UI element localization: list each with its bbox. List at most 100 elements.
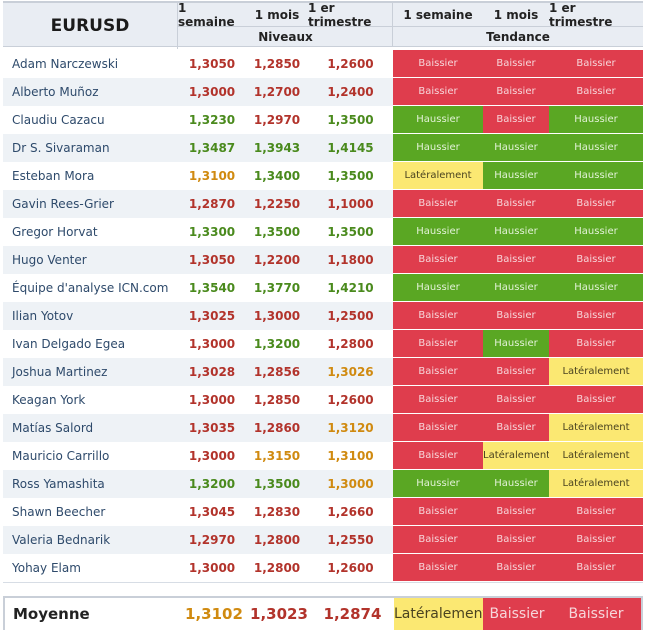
- level-week: 1,3045: [188, 505, 236, 519]
- analyst-name: Adam Narczewski: [12, 57, 119, 71]
- level-week: 1,3025: [188, 309, 236, 323]
- trend-month: Baissier: [483, 78, 549, 105]
- levels-group-label: Niveaux: [258, 30, 313, 44]
- analyst-name: Esteban Mora: [12, 169, 95, 183]
- row-background: [3, 134, 393, 162]
- trend-week: Baissier: [393, 526, 483, 553]
- row-background: [3, 78, 393, 106]
- level-week: 1,2970: [188, 533, 236, 547]
- trend-week: Baissier: [393, 498, 483, 525]
- level-month: 1,2800: [253, 533, 301, 547]
- table-row: Mauricio Carrillo 1,3000 1,3150 1,3100 Baiss…: [3, 442, 643, 470]
- trend-month: Baissier: [483, 498, 549, 525]
- table-row: Dr S. Sivaraman 1,3487 1,3943 1,4145 Haussie…: [3, 134, 643, 162]
- forecast-rows: Adam Narczewski 1,3050 1,2850 1,2600 Baissie…: [3, 50, 643, 582]
- trend-month: Baissier: [483, 526, 549, 553]
- analyst-name: Ross Yamashita: [12, 477, 105, 491]
- trend-quarter: Baissier: [549, 190, 643, 217]
- col-trend-week: 1 semaine: [403, 8, 473, 22]
- table-row: Ross Yamashita 1,3200 1,3500 1,3000 Haussier…: [3, 470, 643, 498]
- average-trend-week: Latéralement: [394, 598, 488, 630]
- table-row: Adam Narczewski 1,3050 1,2850 1,2600 Baissie…: [3, 50, 643, 78]
- table-header: EURUSD 1 semaine 1 mois 1 er trimestre 1…: [3, 1, 643, 49]
- level-quarter: 1,3000: [327, 477, 374, 491]
- average-trend-month: Baissier: [483, 598, 551, 630]
- currency-pair-title: EURUSD: [3, 3, 178, 49]
- analyst-name: Shawn Beecher: [12, 505, 106, 519]
- table-row: Gavin Rees-Grier 1,2870 1,2250 1,1000 Baissi…: [3, 190, 643, 218]
- row-background: [3, 554, 393, 582]
- level-quarter: 1,2550: [327, 533, 374, 547]
- level-week: 1,3230: [188, 113, 236, 127]
- trend-week: Baissier: [393, 414, 483, 441]
- analyst-name: Hugo Venter: [12, 253, 87, 267]
- table-row: Ilian Yotov 1,3025 1,3000 1,2500 Baissier Bai…: [3, 302, 643, 330]
- trend-quarter: Latéralement: [549, 358, 643, 385]
- level-month: 1,2850: [253, 393, 301, 407]
- level-month: 1,3000: [253, 309, 301, 323]
- header-divider: [392, 3, 393, 47]
- table-row: Ivan Delgado Egea 1,3000 1,3200 1,2800 Baiss…: [3, 330, 643, 358]
- level-week: 1,3050: [188, 253, 236, 267]
- trend-week: Baissier: [393, 302, 483, 329]
- trend-week: Baissier: [393, 190, 483, 217]
- trend-week: Baissier: [393, 554, 483, 581]
- trend-month: Baissier: [483, 386, 549, 413]
- trend-quarter: Latéralement: [549, 414, 643, 441]
- level-week: 1,3000: [188, 85, 236, 99]
- analyst-name: Joshua Martinez: [12, 365, 108, 379]
- level-quarter: 1,2400: [327, 85, 374, 99]
- trend-week: Haussier: [393, 218, 483, 245]
- level-week: 1,3028: [188, 365, 236, 379]
- row-background: [3, 386, 393, 414]
- trend-month: Haussier: [483, 218, 549, 245]
- trend-quarter: Baissier: [549, 78, 643, 105]
- trend-quarter: Latéralement: [549, 470, 643, 497]
- level-quarter: 1,3026: [327, 365, 374, 379]
- table-row: Alberto Muñoz 1,3000 1,2700 1,2400 Baissier B…: [3, 78, 643, 106]
- trend-week: Baissier: [393, 442, 483, 469]
- row-background: [3, 330, 393, 358]
- row-background: [3, 50, 393, 78]
- analyst-name: Keagan York: [12, 393, 86, 407]
- trend-week: Baissier: [393, 50, 483, 77]
- level-month: 1,2970: [253, 113, 301, 127]
- trend-month: Haussier: [483, 134, 549, 161]
- col-trend-month: 1 mois: [493, 8, 539, 22]
- trend-quarter: Haussier: [549, 106, 643, 133]
- trend-quarter: Haussier: [549, 162, 643, 189]
- level-month: 1,2200: [253, 253, 301, 267]
- analyst-name: Valeria Bednarik: [12, 533, 111, 547]
- level-quarter: 1,3120: [327, 421, 374, 435]
- level-month: 1,3943: [253, 141, 301, 155]
- trend-week: Haussier: [393, 106, 483, 133]
- level-month: 1,2850: [253, 57, 301, 71]
- trend-quarter: Haussier: [549, 134, 643, 161]
- row-background: [3, 218, 393, 246]
- table-row: Joshua Martinez 1,3028 1,2856 1,3026 Baissie…: [3, 358, 643, 386]
- level-month: 1,2830: [253, 505, 301, 519]
- analyst-name: Gregor Horvat: [12, 225, 98, 239]
- level-quarter: 1,3500: [327, 113, 374, 127]
- trend-week: Baissier: [393, 78, 483, 105]
- trend-week: Haussier: [393, 274, 483, 301]
- trend-week: Baissier: [393, 358, 483, 385]
- trend-quarter: Baissier: [549, 386, 643, 413]
- col-trend-quarter: 1 er trimestre: [549, 1, 613, 29]
- analyst-name: Équipe d'analyse ICN.com: [12, 281, 169, 295]
- level-month: 1,3200: [253, 337, 301, 351]
- trend-quarter: Baissier: [549, 302, 643, 329]
- trend-week: Baissier: [393, 246, 483, 273]
- trend-month: Latéralement: [483, 442, 550, 469]
- level-week: 1,3100: [188, 169, 236, 183]
- trend-month: Baissier: [483, 554, 549, 581]
- level-quarter: 1,1000: [327, 197, 374, 211]
- trend-week: Haussier: [393, 134, 483, 161]
- level-week: 1,3000: [188, 561, 236, 575]
- level-quarter: 1,2600: [327, 57, 374, 71]
- level-week: 1,3487: [188, 141, 236, 155]
- level-week: 1,2870: [188, 197, 236, 211]
- table-row: Matías Salord 1,3035 1,2860 1,3120 Baissier B…: [3, 414, 643, 442]
- table-row: Équipe d'analyse ICN.com 1,3540 1,3770 1,42…: [3, 274, 643, 302]
